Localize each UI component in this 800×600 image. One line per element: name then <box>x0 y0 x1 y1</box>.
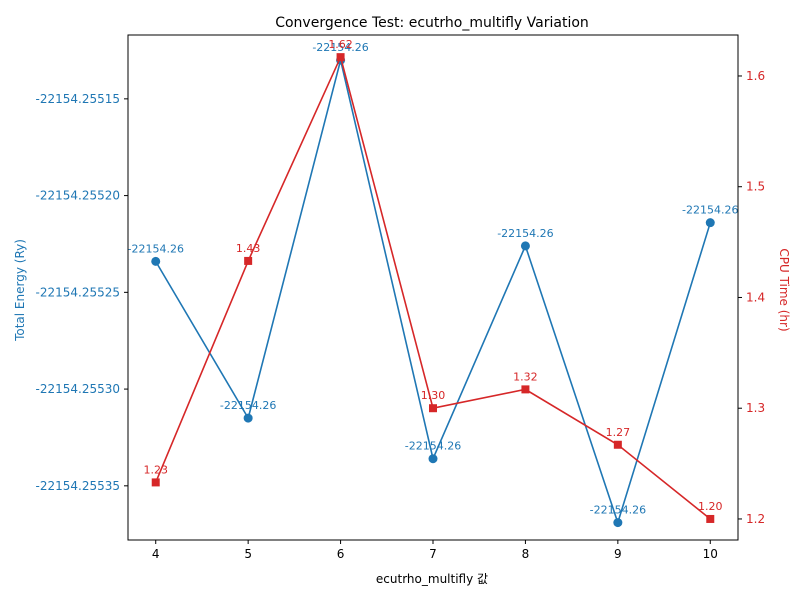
total-energy-data-label: -22154.26 <box>497 227 553 240</box>
x-tick-label: 9 <box>614 547 622 561</box>
y-left-axis-label: Total Energy (Ry) <box>13 239 27 342</box>
cpu-time-data-label: 1.62 <box>328 38 353 51</box>
y-left-tick-label: -22154.25525 <box>36 285 121 299</box>
total-energy-data-label: -22154.26 <box>220 399 276 412</box>
total-energy-point <box>243 413 253 423</box>
x-tick-label: 8 <box>522 547 530 561</box>
total-energy-data-label: -22154.26 <box>682 204 738 217</box>
cpu-time-point <box>336 53 345 62</box>
cpu-time-data-label: 1.30 <box>421 389 446 402</box>
total-energy-data-label: -22154.26 <box>590 504 646 517</box>
y-right-tick-label: 1.5 <box>746 180 765 194</box>
cpu-time-data-label: 1.20 <box>698 500 723 513</box>
total-energy-point <box>428 454 438 464</box>
cpu-time-data-label: 1.32 <box>513 370 538 383</box>
x-tick-label: 4 <box>152 547 160 561</box>
y-left-tick-label: -22154.25515 <box>36 92 121 106</box>
chart-title: Convergence Test: ecutrho_multifly Varia… <box>275 15 589 31</box>
total-energy-point <box>705 218 715 228</box>
total-energy-data-label: -22154.26 <box>312 41 368 54</box>
y-right-tick-label: 1.4 <box>746 290 765 304</box>
y-right-tick-label: 1.6 <box>746 69 765 83</box>
cpu-time-data-label: 1.23 <box>143 463 168 476</box>
x-tick-label: 10 <box>703 547 718 561</box>
plot-frame <box>127 34 739 541</box>
cpu-time-point <box>151 478 160 487</box>
total-energy-point <box>151 256 161 266</box>
y-right-tick-label: 1.2 <box>746 512 765 526</box>
y-right-tick-label: 1.3 <box>746 401 765 415</box>
cpu-time-point <box>521 385 530 394</box>
total-energy-point <box>520 241 530 251</box>
x-tick-label: 5 <box>244 547 252 561</box>
y-left-tick-label: -22154.25520 <box>36 189 121 203</box>
x-tick-label: 6 <box>337 547 345 561</box>
x-tick-label: 7 <box>429 547 437 561</box>
y-left-tick-label: -22154.25530 <box>36 382 121 396</box>
total-energy-point <box>613 518 623 528</box>
cpu-time-point <box>429 404 437 413</box>
x-axis-label: ecutrho_multifly 값 <box>376 572 488 586</box>
total-energy-data-label: -22154.26 <box>405 440 461 453</box>
total-energy-data-label: -22154.26 <box>127 242 183 255</box>
plot-area: 4 5 6 7 8 9 10 -22154.25515 -22154.25520 -22154.2… <box>36 38 766 561</box>
cpu-time-point <box>613 440 622 449</box>
y-right-axis-label: CPU Time (hr) <box>777 248 791 331</box>
cpu-time-data-label: 1.27 <box>606 426 631 439</box>
cpu-time-data-label: 1.43 <box>236 242 261 255</box>
cpu-time-point <box>244 256 253 265</box>
y-left-tick-label: -22154.25535 <box>36 479 121 493</box>
cpu-time-point <box>706 514 715 523</box>
